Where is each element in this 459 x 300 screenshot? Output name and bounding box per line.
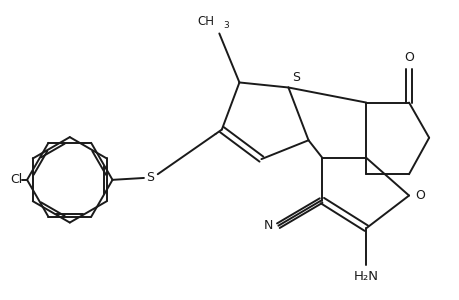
Text: H₂N: H₂N [353, 270, 378, 283]
Text: O: O [414, 189, 424, 202]
Text: CH: CH [197, 15, 214, 28]
Text: Cl: Cl [10, 173, 22, 186]
Text: S: S [146, 172, 154, 184]
Text: N: N [263, 219, 273, 232]
Text: O: O [403, 51, 413, 64]
Text: S: S [291, 71, 300, 84]
Text: 3: 3 [223, 21, 228, 30]
